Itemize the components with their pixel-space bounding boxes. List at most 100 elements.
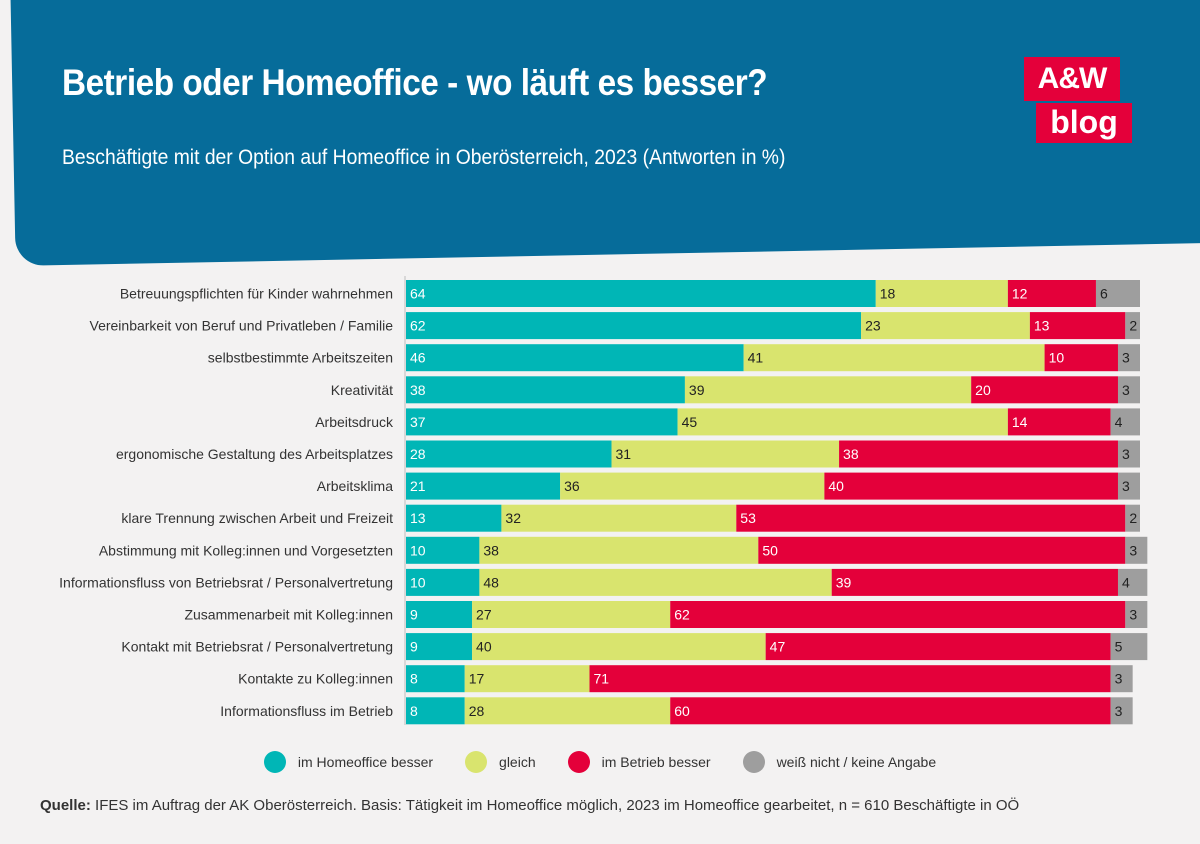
bar-segment [406, 697, 465, 725]
bar-segment [560, 472, 825, 500]
bar-segment [1117, 344, 1140, 372]
data-label: 62 [674, 607, 690, 623]
bar-segment [684, 376, 972, 404]
data-label: 8 [410, 703, 418, 719]
data-label: 10 [410, 542, 426, 558]
data-label: 39 [836, 574, 852, 590]
category-label: klare Trennung zwischen Arbeit und Freiz… [121, 510, 393, 526]
bar-segment [736, 504, 1126, 532]
category-label: Vereinbarkeit von Beruf und Privatleben … [90, 318, 394, 334]
category-label: Zusammenarbeit mit Kolleg:innen [184, 607, 393, 623]
bar-segment [406, 472, 561, 500]
bar-segment [406, 633, 473, 661]
source-label: Quelle: [40, 797, 91, 814]
data-label: 3 [1122, 478, 1130, 494]
data-label: 32 [505, 510, 521, 526]
bar-segment [758, 536, 1126, 564]
category-label: Betreuungspflichten für Kinder wahrnehme… [120, 286, 393, 302]
data-label: 13 [410, 510, 426, 526]
bar-segment [406, 601, 473, 628]
category-label: Kontakt mit Betriebsrat / Personalvertre… [121, 639, 393, 655]
data-label: 8 [410, 671, 418, 687]
data-label: 53 [740, 510, 756, 526]
data-label: 60 [674, 703, 690, 719]
bar-segment [1117, 472, 1140, 500]
stacked-bar-chart: Betreuungspflichten für Kinder wahrnehme… [59, 276, 1148, 725]
legend-swatch [465, 751, 488, 773]
data-label: 2 [1129, 318, 1137, 334]
bar-segment [501, 504, 737, 532]
data-label: 38 [843, 446, 859, 462]
legend-swatch [567, 751, 590, 773]
legend-item: im Homeoffice besser [263, 751, 434, 773]
bar-segment [839, 440, 1118, 468]
category-label: Abstimmung mit Kolleg:innen und Vorgeset… [99, 542, 393, 558]
bar-segment [1125, 504, 1140, 532]
bar-segment [1117, 568, 1148, 596]
legend-label: im Homeoffice besser [297, 754, 434, 770]
legend-label: gleich [499, 754, 536, 770]
category-label: Arbeitsklima [317, 478, 393, 494]
data-label: 48 [483, 574, 499, 590]
bar-segment [406, 440, 612, 468]
legend-item: weiß nicht / keine Angabe [742, 751, 936, 773]
data-label: 13 [1034, 318, 1050, 334]
bar-segment [1125, 312, 1140, 340]
data-label: 12 [1012, 286, 1028, 302]
bar-segment [1110, 697, 1133, 725]
category-label: Informationsfluss im Betrieb [220, 703, 393, 719]
bar-segment [1029, 312, 1126, 340]
bar-segment [479, 536, 759, 564]
bar-segment [1095, 280, 1140, 307]
data-label: 17 [469, 671, 485, 687]
bar-segment [472, 601, 671, 628]
bar-segment [1110, 408, 1140, 436]
legend-swatch [263, 751, 286, 773]
data-label: 3 [1115, 703, 1123, 719]
bar-segment [1110, 665, 1133, 693]
category-label: Kreativität [331, 382, 393, 398]
bar-segment [1007, 408, 1111, 436]
bar-segment [406, 536, 480, 564]
bar-segment [831, 568, 1118, 596]
category-label: Kontakte zu Kolleg:innen [238, 671, 393, 687]
data-label: 71 [594, 671, 610, 687]
bar-segment [406, 344, 744, 372]
data-label: 3 [1115, 671, 1123, 687]
logo-blog-text: blog [1036, 103, 1132, 143]
data-label: 64 [410, 286, 426, 302]
source-note: Quelle: IFES im Auftrag der AK Oberöster… [40, 797, 1019, 814]
chart-legend: im Homeoffice besser gleich im Betrieb bes… [0, 750, 1200, 774]
bar-segment [1125, 601, 1148, 628]
bar-segment [1117, 376, 1140, 404]
bar-segment [406, 280, 876, 307]
data-label: 47 [770, 639, 786, 655]
data-label: 10 [410, 574, 426, 590]
bar-segment [824, 472, 1118, 500]
data-label: 23 [865, 318, 881, 334]
data-label: 2 [1129, 510, 1137, 526]
data-label: 3 [1129, 607, 1137, 623]
bar-segment [1007, 280, 1096, 307]
header-banner [10, 0, 1200, 266]
bar-segment [611, 440, 840, 468]
chart-title: Betrieb oder Homeoffice - wo läuft es be… [62, 62, 768, 103]
data-label: 36 [564, 478, 580, 494]
data-label: 28 [469, 703, 485, 719]
data-label: 41 [748, 350, 764, 366]
data-label: 37 [410, 414, 426, 430]
data-label: 9 [410, 607, 418, 623]
logo-aw-text: A&W [1024, 57, 1120, 101]
bar-segment [1110, 633, 1148, 661]
data-label: 20 [975, 382, 991, 398]
data-label: 3 [1129, 542, 1137, 558]
data-label: 28 [410, 446, 426, 462]
category-label: Informationsfluss von Betriebsrat / Pers… [59, 574, 393, 590]
bar-segment [464, 697, 671, 725]
bar-segment [1117, 440, 1140, 468]
bar-segment [677, 408, 1008, 436]
legend-item: im Betrieb besser [567, 751, 711, 773]
bar-segment [743, 344, 1045, 372]
data-label: 18 [880, 286, 896, 302]
bar-segment [406, 408, 678, 436]
